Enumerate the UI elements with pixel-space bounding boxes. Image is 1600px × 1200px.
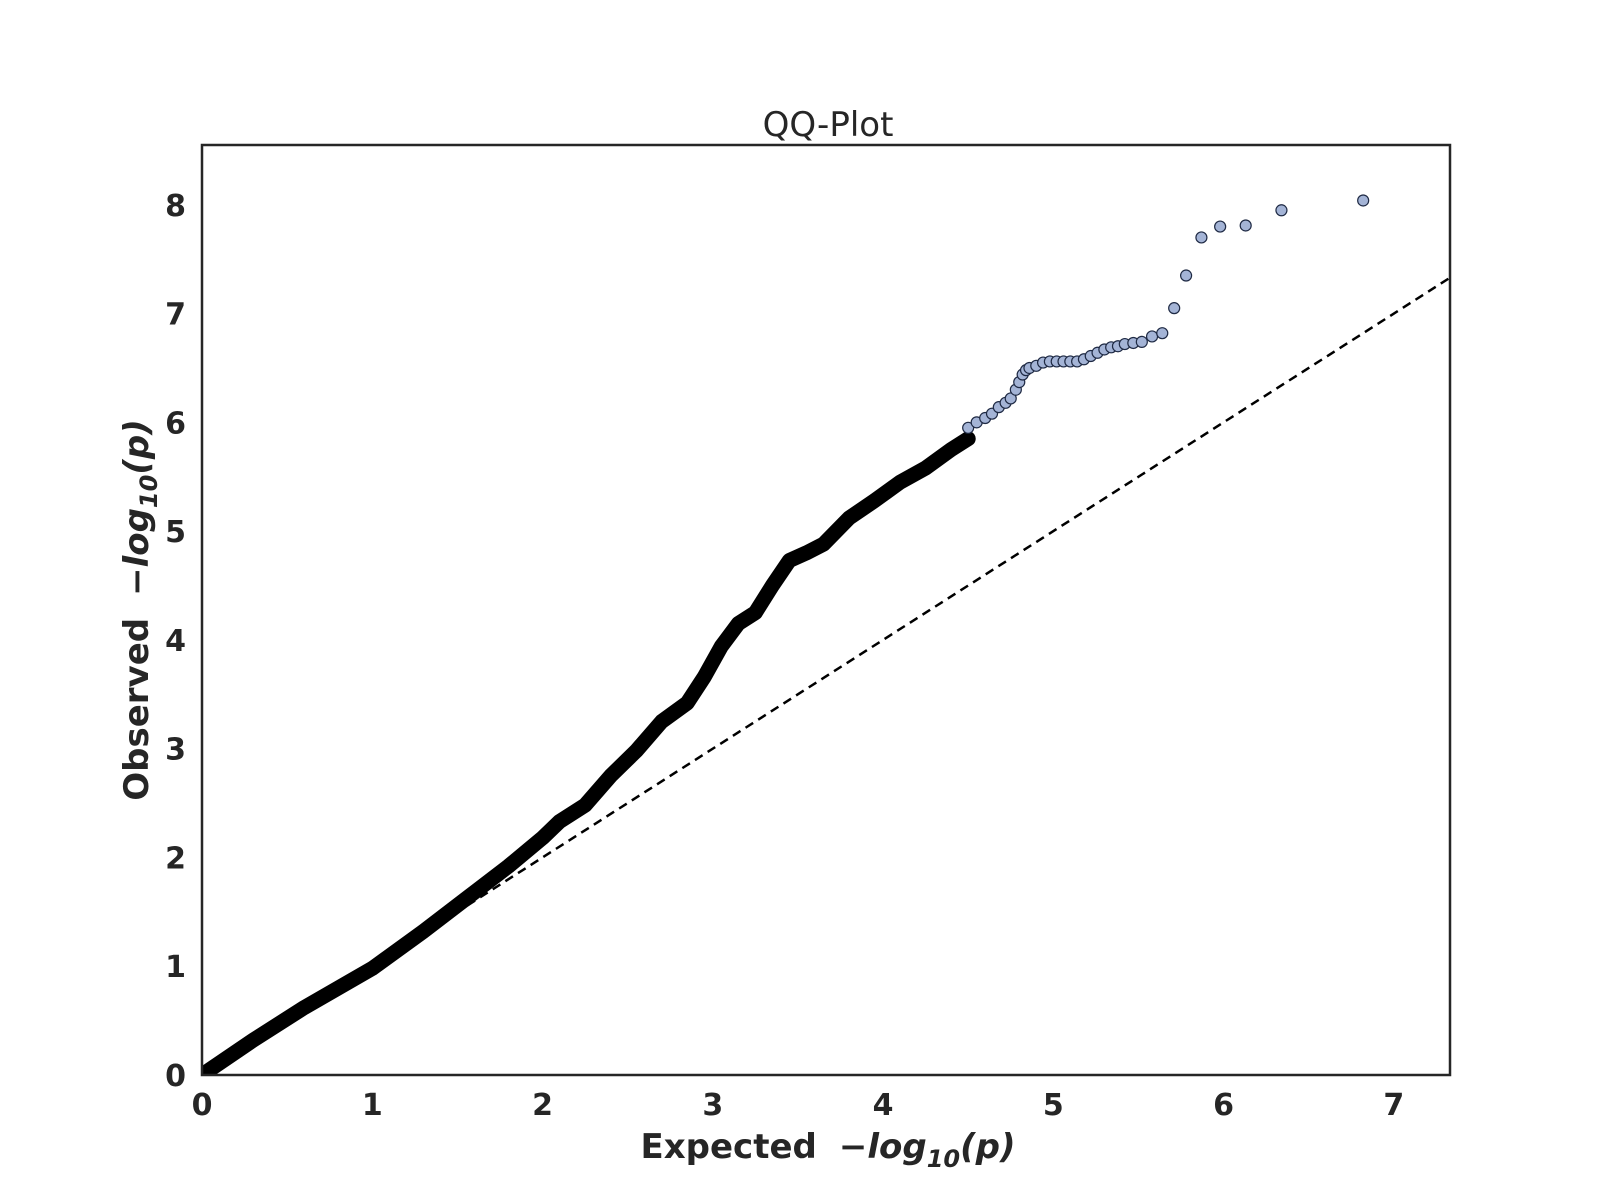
y-tick-label: 2 <box>165 841 186 876</box>
x-axis-ticks: 0 1 2 3 4 5 6 7 <box>192 1088 1405 1123</box>
x-tick-label: 0 <box>192 1088 213 1123</box>
y-axis-label-arg: (p) <box>117 419 157 474</box>
scatter-points <box>962 194 1370 434</box>
y-tick-label: 8 <box>165 189 186 224</box>
x-tick-label: 4 <box>873 1088 894 1123</box>
y-tick-label: 0 <box>165 1059 186 1094</box>
x-axis-label-sub: 10 <box>927 1145 960 1173</box>
chart-title: QQ-Plot <box>763 105 894 145</box>
plot-frame <box>200 143 1452 1077</box>
y-axis-label-word: Observed <box>117 618 157 801</box>
scatter-point <box>1135 335 1148 348</box>
y-axis-label-expr: −log <box>117 508 157 596</box>
scatter-point <box>1275 204 1288 217</box>
scatter-point <box>1239 219 1252 232</box>
y-tick-label: 4 <box>165 624 186 659</box>
y-axis-label: Observed −log10(p) <box>117 419 163 801</box>
scatter-point <box>1195 231 1208 244</box>
dense-points-band <box>202 431 976 1075</box>
x-tick-label: 5 <box>1043 1088 1064 1123</box>
scatter-point <box>1168 302 1181 315</box>
scatter-point <box>1357 194 1370 207</box>
x-axis-label: Expected −log10(p) <box>640 1127 1015 1173</box>
x-axis-label-expr: −log <box>839 1127 927 1167</box>
y-tick-label: 3 <box>165 733 186 768</box>
x-axis-label-word: Expected <box>640 1127 816 1167</box>
y-tick-label: 7 <box>165 298 186 333</box>
x-tick-label: 1 <box>362 1088 383 1123</box>
x-axis-label-arg: (p) <box>960 1127 1015 1167</box>
x-tick-label: 7 <box>1383 1088 1404 1123</box>
scatter-point <box>1179 269 1193 282</box>
y-axis-ticks: 0 1 2 3 4 5 6 7 8 <box>165 189 186 1094</box>
scatter-point <box>1156 327 1169 340</box>
y-axis-label-sub: 10 <box>135 475 163 508</box>
x-tick-label: 3 <box>702 1088 723 1123</box>
scatter-point <box>1214 220 1227 233</box>
x-tick-label: 6 <box>1213 1088 1234 1123</box>
y-tick-label: 1 <box>165 950 186 985</box>
y-tick-label: 5 <box>165 515 186 550</box>
y-tick-label: 6 <box>165 406 186 441</box>
scatter-point <box>962 421 975 434</box>
scatter-point <box>1145 330 1159 343</box>
plot-area <box>202 194 1450 1075</box>
x-tick-label: 2 <box>532 1088 553 1123</box>
